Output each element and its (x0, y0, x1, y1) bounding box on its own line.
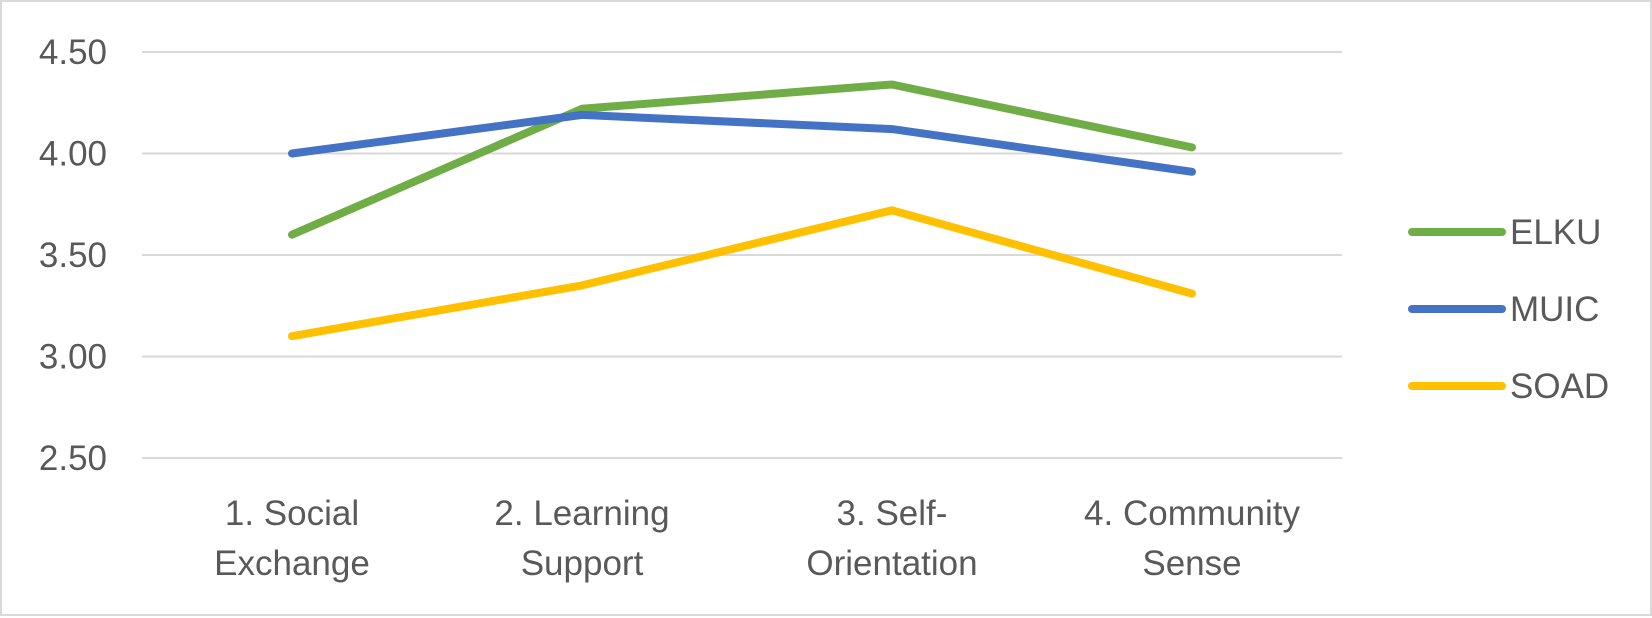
x-category-label: 1. Social (225, 494, 359, 533)
series-line-elku (288, 80, 1196, 239)
x-category-label: 2. Learning (494, 494, 669, 533)
legend-label-muic: MUIC (1510, 290, 1599, 329)
x-category-label: Exchange (214, 544, 370, 583)
y-axis-tick-labels: 2.50 3.00 3.50 4.00 4.50 (39, 33, 107, 478)
series-line-soad (288, 206, 1196, 341)
legend-label-soad: SOAD (1510, 367, 1609, 406)
y-tick-label: 4.00 (39, 135, 107, 174)
y-tick-label: 2.50 (39, 439, 107, 478)
x-axis-category-labels: 1. Social Exchange 2. Learning Support 3. Se… (214, 494, 1300, 583)
legend: ELKU MUIC SOAD (1408, 213, 1609, 406)
y-tick-label: 3.50 (39, 236, 107, 275)
x-category-label: 4. Community (1084, 494, 1300, 533)
series-line-muic (288, 110, 1196, 176)
legend-label-elku: ELKU (1510, 213, 1601, 252)
x-category-label: Support (521, 544, 644, 583)
x-category-label: 3. Self- (837, 494, 948, 533)
gridlines (142, 51, 1342, 459)
series-lines (288, 80, 1196, 341)
x-category-label: Orientation (806, 544, 977, 583)
y-tick-label: 4.50 (39, 33, 107, 72)
x-category-label: Sense (1142, 544, 1241, 583)
y-tick-label: 3.00 (39, 338, 107, 377)
